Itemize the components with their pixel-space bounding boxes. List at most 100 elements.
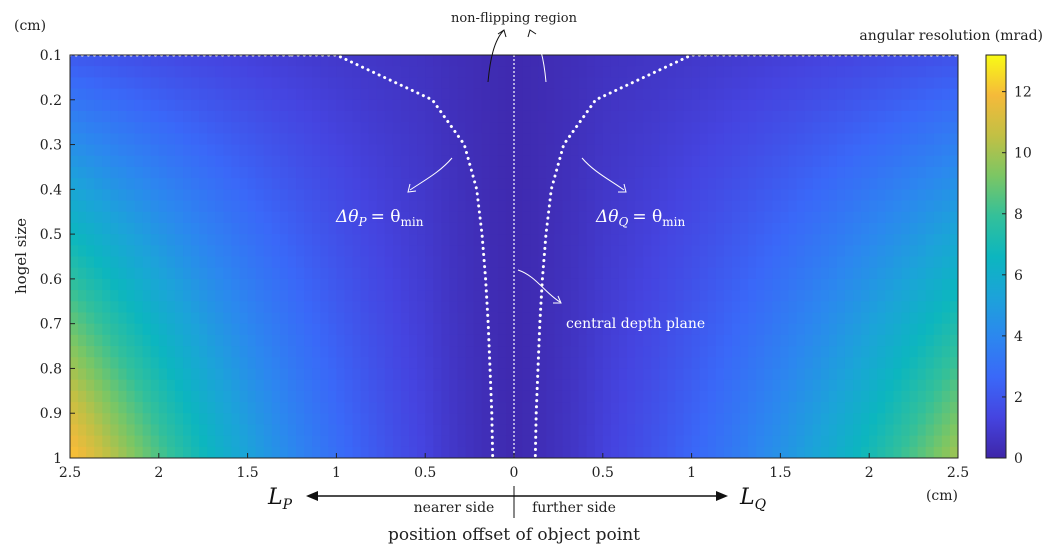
heatmap-cell: [417, 379, 426, 392]
heatmap-cell: [925, 122, 935, 134]
heatmap-cell: [352, 256, 362, 269]
heatmap-cell: [836, 368, 846, 381]
heatmap-cell: [352, 222, 362, 235]
heatmap-cell: [554, 133, 564, 146]
heatmap-cell: [215, 133, 224, 146]
heatmap-cell: [538, 66, 547, 78]
heatmap-cell: [126, 357, 136, 370]
heatmap-cell: [715, 110, 725, 123]
heatmap-cell: [174, 368, 184, 381]
heatmap-cell: [699, 346, 709, 358]
heatmap-cell: [941, 88, 951, 101]
heatmap-cell: [683, 178, 693, 190]
heatmap-cell: [893, 234, 903, 246]
heatmap-cell: [853, 178, 862, 190]
heatmap-cell: [925, 424, 935, 437]
heatmap-cell: [320, 222, 329, 235]
heatmap-cell: [134, 413, 144, 426]
heatmap-cell: [215, 189, 224, 202]
heatmap-cell: [933, 267, 943, 280]
heatmap-cell: [667, 357, 677, 370]
heatmap-cell: [304, 55, 313, 67]
heatmap-cell: [70, 390, 79, 403]
heatmap-cell: [570, 290, 580, 302]
heatmap-cell: [150, 413, 160, 426]
heatmap-cell: [239, 267, 249, 280]
heatmap-cell: [828, 424, 838, 437]
heatmap-cell: [554, 211, 564, 224]
heatmap-cell: [441, 211, 451, 224]
heatmap-cell: [239, 424, 249, 437]
heatmap-cell: [618, 413, 628, 426]
heatmap-cell: [877, 278, 886, 291]
heatmap-cell: [457, 133, 467, 146]
heatmap-cell: [287, 256, 297, 269]
heatmap-cell: [780, 133, 790, 146]
heatmap-cell: [836, 256, 846, 269]
heatmap-cell: [497, 211, 507, 224]
heatmap-cell: [586, 155, 596, 168]
heatmap-cell: [683, 301, 693, 314]
heatmap-cell: [449, 278, 459, 291]
heatmap-cell: [659, 166, 668, 179]
heatmap-cell: [691, 166, 701, 179]
heatmap-cell: [885, 99, 895, 112]
heatmap-cell: [627, 256, 636, 269]
heatmap-cell: [707, 290, 717, 302]
heatmap-cell: [102, 446, 111, 458]
heatmap-cell: [780, 110, 790, 123]
heatmap-cell: [134, 267, 144, 280]
heatmap-cell: [780, 234, 790, 246]
heatmap-cell: [788, 424, 798, 437]
heatmap-cell: [586, 144, 596, 157]
heatmap-cell: [263, 200, 273, 213]
heatmap-cell: [691, 133, 701, 146]
heatmap-cell: [804, 346, 814, 358]
heatmap-cell: [861, 66, 870, 78]
heatmap-cell: [828, 110, 838, 123]
heatmap-cell: [877, 379, 886, 392]
heatmap-cell: [142, 290, 152, 302]
heatmap-cell: [610, 122, 620, 134]
heatmap-cell: [94, 155, 103, 168]
heatmap-cell: [602, 166, 612, 179]
heatmap-cell: [255, 413, 265, 426]
heatmap-cell: [400, 88, 410, 101]
heatmap-cell: [263, 278, 273, 291]
heatmap-cell: [869, 368, 878, 381]
heatmap-cell: [780, 278, 790, 291]
heatmap-cell: [530, 122, 539, 134]
heatmap-cell: [279, 122, 289, 134]
heatmap-cell: [199, 99, 208, 112]
heatmap-cell: [384, 357, 394, 370]
heatmap-cell: [70, 402, 79, 414]
heatmap-cell: [844, 323, 854, 336]
heatmap-cell: [893, 222, 903, 235]
heatmap-cell: [812, 278, 822, 291]
heatmap-cell: [223, 334, 233, 347]
heatmap-cell: [368, 133, 378, 146]
heatmap-cell: [400, 267, 410, 280]
heatmap-cell: [893, 357, 903, 370]
heatmap-cell: [828, 379, 838, 392]
heatmap-cell: [764, 301, 773, 314]
left-arrowhead: [306, 491, 318, 501]
heatmap-cell: [893, 424, 903, 437]
heatmap-cell: [683, 88, 693, 101]
heatmap-cell: [933, 77, 943, 90]
heatmap-cell: [861, 312, 870, 325]
heatmap-cell: [828, 402, 838, 414]
heatmap-cell: [279, 66, 289, 78]
heatmap-cell: [231, 424, 241, 437]
heatmap-cell: [675, 424, 685, 437]
heatmap-cell: [110, 155, 120, 168]
heatmap-cell: [627, 413, 636, 426]
heatmap-cell: [118, 55, 128, 67]
heatmap-cell: [473, 189, 483, 202]
dtheta-q-label: ΔθQ = θmin: [595, 207, 685, 229]
heatmap-cell: [134, 77, 144, 90]
heatmap-cell: [522, 222, 531, 235]
heatmap-cell: [433, 166, 442, 179]
heatmap-cell: [530, 222, 539, 235]
heatmap-cell: [409, 379, 418, 392]
